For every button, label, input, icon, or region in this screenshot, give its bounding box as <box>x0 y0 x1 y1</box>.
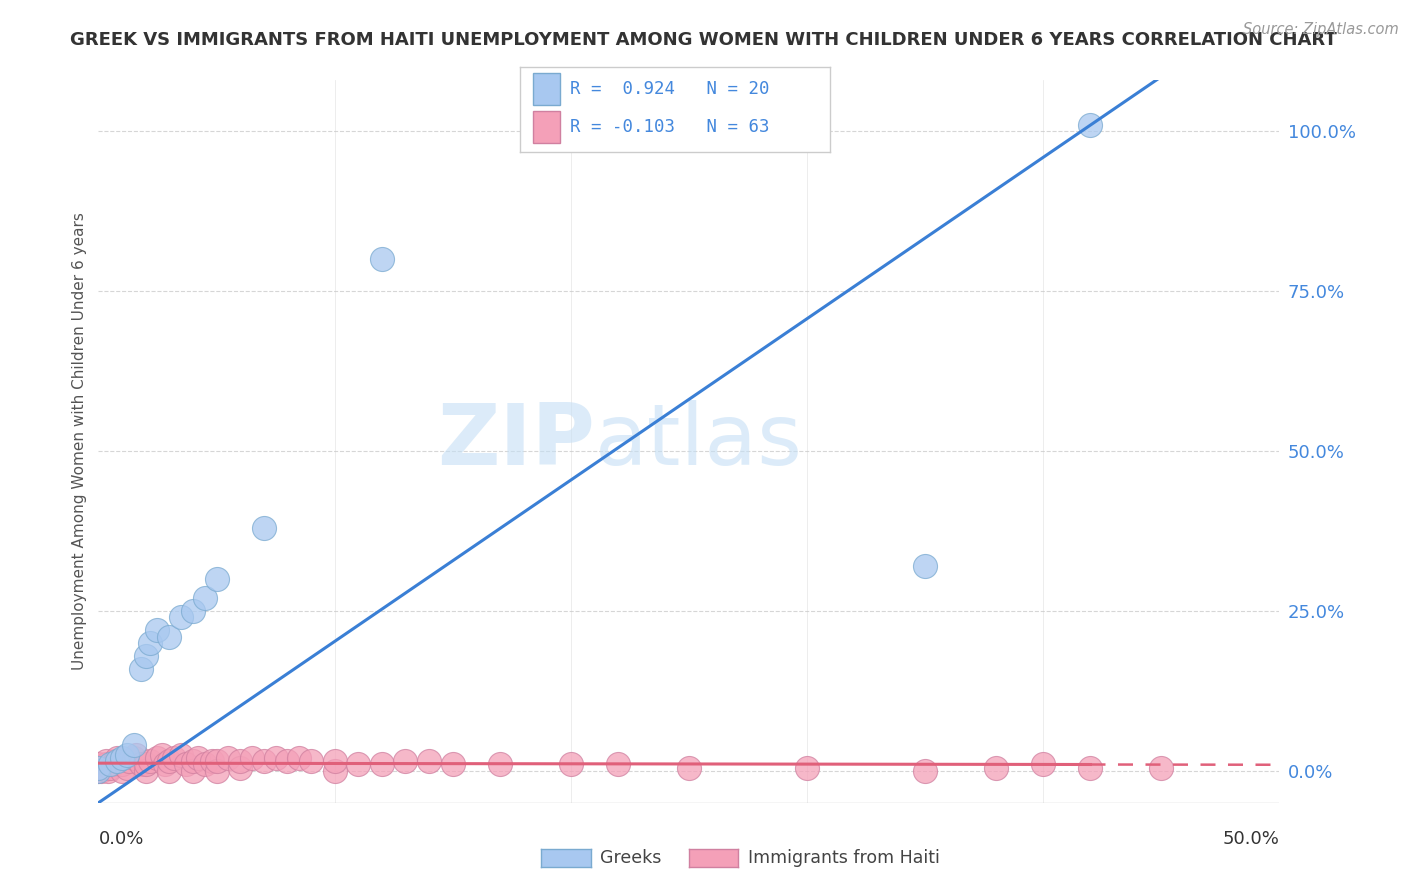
Point <box>111 757 134 772</box>
Point <box>914 559 936 574</box>
Point <box>125 747 148 762</box>
Point <box>607 757 630 772</box>
Bar <box>533 73 561 105</box>
Point <box>253 521 276 535</box>
Point <box>441 757 464 772</box>
Point <box>157 764 180 778</box>
Point <box>560 757 582 772</box>
Point <box>115 747 138 762</box>
Point <box>104 754 127 768</box>
Point <box>253 754 276 768</box>
Point <box>276 754 298 768</box>
Point <box>394 754 416 768</box>
Point <box>1080 118 1102 132</box>
Point <box>146 623 169 637</box>
Point <box>150 747 173 762</box>
Point <box>1080 761 1102 775</box>
Point <box>146 751 169 765</box>
Point <box>87 764 110 778</box>
Point <box>194 757 217 772</box>
Point <box>205 572 228 586</box>
Point <box>1032 757 1054 772</box>
Point <box>115 761 138 775</box>
Point <box>135 757 157 772</box>
Point <box>101 757 124 772</box>
Point <box>157 630 180 644</box>
Point <box>194 591 217 606</box>
Point <box>371 252 394 267</box>
Point <box>187 751 209 765</box>
Text: Source: ZipAtlas.com: Source: ZipAtlas.com <box>1243 22 1399 37</box>
Y-axis label: Unemployment Among Women with Children Under 6 years: Unemployment Among Women with Children U… <box>72 212 87 671</box>
Point <box>105 754 128 768</box>
Point <box>205 754 228 768</box>
Point <box>87 764 110 778</box>
Point <box>181 764 204 778</box>
Point <box>94 754 117 768</box>
Point <box>122 751 145 765</box>
Point <box>181 754 204 768</box>
Point <box>111 751 134 765</box>
Point <box>139 636 162 650</box>
Point <box>98 757 121 772</box>
Point <box>678 761 700 775</box>
Point <box>229 761 252 775</box>
Point <box>135 648 157 663</box>
Point <box>914 764 936 778</box>
Point <box>163 751 186 765</box>
Point <box>201 754 224 768</box>
Point <box>240 751 263 765</box>
Point <box>181 604 204 618</box>
Point <box>87 761 110 775</box>
Point <box>129 757 152 772</box>
Point <box>174 757 197 772</box>
Point <box>371 757 394 772</box>
Text: ZIP: ZIP <box>437 400 595 483</box>
Point <box>347 757 370 772</box>
Point <box>129 661 152 675</box>
Point <box>98 761 121 775</box>
Text: GREEK VS IMMIGRANTS FROM HAITI UNEMPLOYMENT AMONG WOMEN WITH CHILDREN UNDER 6 YE: GREEK VS IMMIGRANTS FROM HAITI UNEMPLOYM… <box>70 31 1336 49</box>
Text: Immigrants from Haiti: Immigrants from Haiti <box>748 849 939 867</box>
Point <box>217 751 239 765</box>
Point <box>91 761 114 775</box>
Point <box>105 751 128 765</box>
Point <box>97 764 120 778</box>
Point <box>87 757 110 772</box>
Point <box>135 764 157 778</box>
Point <box>139 754 162 768</box>
Point <box>122 738 145 752</box>
Point <box>229 754 252 768</box>
Point <box>1150 761 1173 775</box>
Point <box>323 754 346 768</box>
Point <box>323 764 346 778</box>
Point <box>170 747 193 762</box>
Point <box>87 761 110 775</box>
Point <box>796 761 818 775</box>
Point <box>153 757 176 772</box>
Point <box>205 764 228 778</box>
Point <box>90 764 112 778</box>
Point <box>489 757 512 772</box>
Point <box>264 751 287 765</box>
Text: 50.0%: 50.0% <box>1223 830 1279 847</box>
Text: R = -0.103   N = 63: R = -0.103 N = 63 <box>569 118 769 136</box>
Point <box>170 610 193 624</box>
Bar <box>533 111 561 143</box>
Point <box>118 754 141 768</box>
Text: 0.0%: 0.0% <box>98 830 143 847</box>
Point <box>984 761 1007 775</box>
Point <box>94 757 117 772</box>
Point <box>157 754 180 768</box>
Point <box>418 754 440 768</box>
Text: Greeks: Greeks <box>600 849 662 867</box>
Text: atlas: atlas <box>595 400 803 483</box>
Point <box>299 754 322 768</box>
Point <box>111 764 134 778</box>
Text: R =  0.924   N = 20: R = 0.924 N = 20 <box>569 80 769 98</box>
Point <box>288 751 311 765</box>
